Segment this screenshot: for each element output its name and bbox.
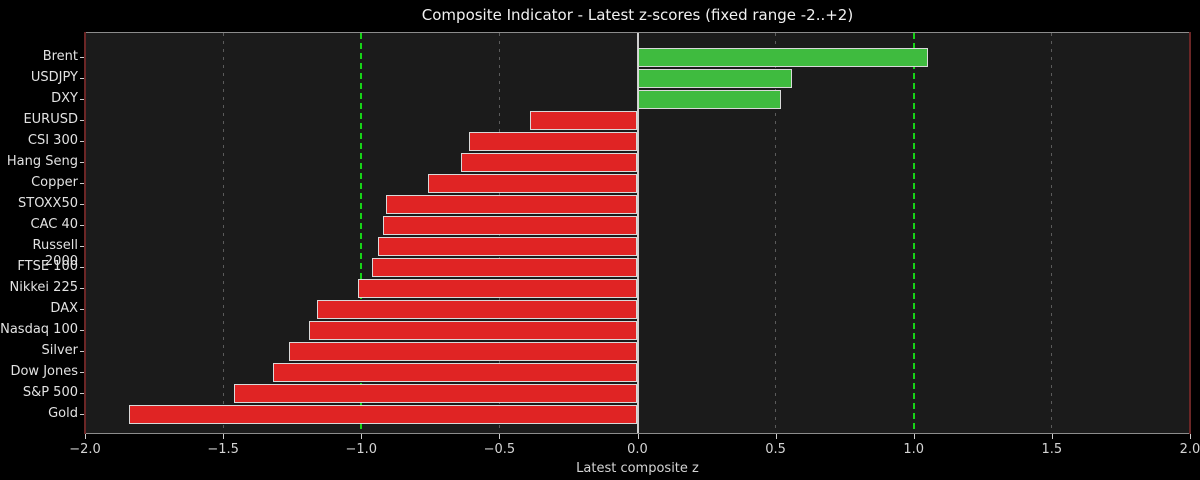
x-axis-title: Latest composite z	[576, 461, 699, 476]
top-spine	[84, 32, 1191, 33]
y-tick-mark	[80, 351, 85, 352]
bar-copper	[427, 173, 638, 193]
x-tick-mark	[85, 434, 86, 439]
y-axis-label: Brent	[42, 49, 78, 64]
x-tick-label: 1.0	[903, 442, 925, 457]
bar-ftse-100	[372, 257, 638, 277]
y-tick-mark	[80, 78, 85, 79]
bar-hang-seng	[460, 152, 638, 172]
x-tick-label: 0.0	[627, 442, 648, 457]
y-tick-mark	[80, 141, 85, 142]
bar-gold	[129, 404, 638, 424]
x-tick-mark	[499, 434, 501, 439]
y-axis-label: DAX	[50, 301, 78, 316]
y-axis-label: Russell 2000	[32, 238, 78, 269]
y-tick-mark	[80, 393, 85, 394]
x-tick-mark	[1190, 434, 1191, 439]
y-tick-mark	[80, 309, 85, 310]
bar-dow-jones	[272, 362, 638, 382]
y-axis-label: CAC 40	[30, 217, 79, 232]
y-tick-mark	[80, 267, 85, 268]
y-axis-label: Nasdaq 100	[0, 322, 78, 337]
x-tick-label: 2.0	[1179, 442, 1200, 457]
gridline	[775, 33, 777, 433]
bar-brent	[637, 47, 928, 67]
y-axis-label: Gold	[48, 406, 78, 421]
bottom-spine	[84, 433, 1191, 434]
y-axis-label: Dow Jones	[10, 364, 78, 379]
y-tick-mark	[80, 372, 85, 373]
zero-line	[636, 33, 639, 433]
bar-stoxx50	[386, 194, 638, 214]
bar-s-p-500	[234, 383, 638, 403]
y-tick-mark	[80, 225, 85, 226]
x-tick-mark	[775, 434, 777, 439]
x-tick-label: −1.5	[207, 442, 239, 457]
y-axis-label: DXY	[51, 91, 78, 106]
x-tick-mark	[637, 434, 639, 439]
x-tick-label: 1.5	[1041, 442, 1063, 457]
x-tick-mark	[1051, 434, 1053, 439]
y-axis-label: Nikkei 225	[9, 280, 79, 295]
y-tick-mark	[80, 99, 85, 100]
bar-cac-40	[383, 215, 638, 235]
y-tick-mark	[80, 120, 85, 121]
y-axis-label: USDJPY	[30, 70, 78, 85]
y-axis-label: CSI 300	[27, 133, 78, 148]
y-axis-label: Hang Seng	[6, 154, 78, 169]
y-tick-mark	[80, 57, 85, 58]
y-tick-mark	[80, 330, 85, 331]
y-axis-label: FTSE 100	[17, 259, 78, 274]
bar-russell-2000	[377, 236, 638, 256]
x-tick-label: −2.0	[69, 442, 101, 457]
bar-csi-300	[468, 131, 638, 151]
y-tick-mark	[80, 183, 85, 184]
bar-usdjpy	[637, 68, 793, 88]
bar-dxy	[637, 89, 782, 109]
bar-nikkei-225	[358, 278, 638, 298]
y-axis-label: STOXX50	[18, 196, 78, 211]
y-axis-label: EURUSD	[23, 112, 78, 127]
y-tick-mark	[80, 246, 85, 247]
y-axis-label: Copper	[31, 175, 78, 190]
x-tick-mark	[913, 434, 915, 439]
chart-title: Composite Indicator - Latest z-scores (f…	[421, 6, 854, 24]
y-tick-mark	[80, 288, 85, 289]
y-tick-mark	[80, 204, 85, 205]
y-tick-mark	[80, 162, 85, 163]
y-tick-mark	[80, 414, 85, 415]
gridline	[1051, 33, 1053, 433]
x-tick-label: −0.5	[483, 442, 516, 457]
right-spine	[1189, 32, 1191, 434]
threshold-line	[360, 33, 363, 433]
threshold-line	[912, 33, 915, 433]
gridline	[222, 33, 224, 433]
bar-eurusd	[529, 110, 638, 130]
left-spine	[84, 32, 86, 434]
x-tick-mark	[361, 434, 363, 439]
x-tick-label: 0.5	[765, 442, 786, 457]
bar-dax	[317, 299, 638, 319]
x-tick-mark	[223, 434, 225, 439]
bar-nasdaq-100	[308, 320, 638, 340]
y-axis-label: Silver	[41, 343, 78, 358]
x-tick-label: −1.0	[345, 442, 378, 457]
bar-silver	[289, 341, 638, 361]
y-axis-label: S&P 500	[22, 385, 78, 400]
